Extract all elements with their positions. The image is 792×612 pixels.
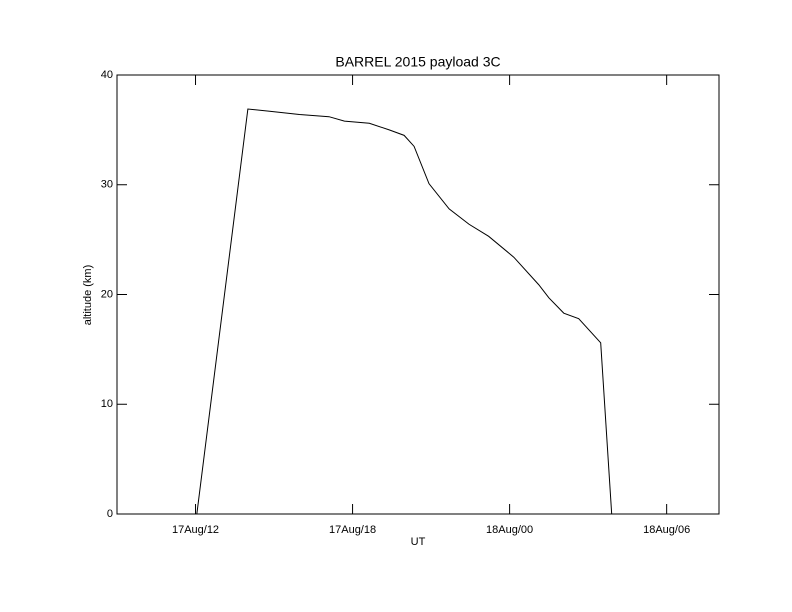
- x-tick-label: 18Aug/06: [643, 524, 690, 536]
- x-tick-label: 17Aug/12: [172, 524, 219, 536]
- y-tick-label: 30: [101, 179, 113, 191]
- chart-title: BARREL 2015 payload 3C: [335, 54, 500, 70]
- x-tick-label: 17Aug/18: [329, 524, 376, 536]
- y-tick-label: 40: [101, 69, 113, 81]
- x-tick-label: 18Aug/00: [486, 524, 533, 536]
- y-tick-label: 10: [101, 398, 113, 410]
- y-tick-label: 20: [101, 288, 113, 300]
- data-line: [145, 108, 709, 515]
- y-axis-label: altitude (km): [82, 265, 94, 326]
- x-axis-label: UT: [411, 536, 426, 548]
- y-tick-label: 0: [107, 508, 113, 520]
